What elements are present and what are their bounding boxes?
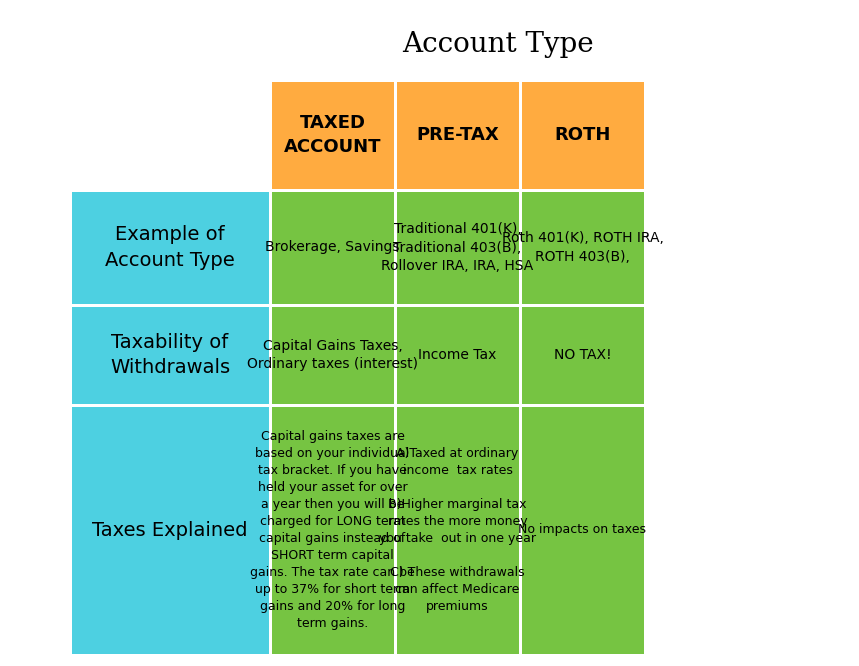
Bar: [521, 406, 643, 653]
Bar: [397, 192, 519, 304]
Text: Example of
Account Type: Example of Account Type: [105, 226, 235, 270]
Text: Brokerage, Savings: Brokerage, Savings: [265, 240, 399, 254]
Text: Traditional 401(K),
Traditional 403(B),
Rollover IRA, IRA, HSA: Traditional 401(K), Traditional 403(B), …: [381, 222, 533, 273]
Bar: [71, 81, 269, 188]
Bar: [71, 192, 269, 304]
Bar: [271, 406, 393, 653]
Text: Taxes Explained: Taxes Explained: [92, 521, 247, 539]
Bar: [271, 306, 393, 404]
Text: ROTH: ROTH: [554, 126, 611, 144]
Bar: [397, 406, 519, 653]
Text: Income Tax: Income Tax: [418, 348, 497, 362]
Bar: [521, 81, 643, 188]
Text: Taxability of
Withdrawals: Taxability of Withdrawals: [110, 333, 230, 377]
Text: PRE-TAX: PRE-TAX: [416, 126, 499, 144]
Text: Capital gains taxes are
based on your individual
tax bracket. If you have
held y: Capital gains taxes are based on your in…: [250, 430, 415, 630]
Text: NO TAX!: NO TAX!: [554, 348, 612, 362]
Bar: [397, 306, 519, 404]
Text: Account Type: Account Type: [402, 31, 594, 59]
Text: TAXED
ACCOUNT: TAXED ACCOUNT: [283, 114, 381, 156]
Bar: [71, 306, 269, 404]
Text: Capital Gains Taxes,
Ordinary taxes (interest): Capital Gains Taxes, Ordinary taxes (int…: [247, 339, 418, 371]
Bar: [521, 192, 643, 304]
Bar: [271, 81, 393, 188]
Bar: [397, 81, 519, 188]
Text: Roth 401(K), ROTH IRA,
ROTH 403(B),: Roth 401(K), ROTH IRA, ROTH 403(B),: [502, 231, 663, 264]
Bar: [71, 406, 269, 653]
Text: No impacts on taxes: No impacts on taxes: [519, 523, 647, 537]
Bar: [271, 192, 393, 304]
Text: A)Taxed at ordinary
income  tax rates

B)Higher marginal tax
rates the more mone: A)Taxed at ordinary income tax rates B)H…: [379, 447, 536, 613]
Bar: [521, 306, 643, 404]
